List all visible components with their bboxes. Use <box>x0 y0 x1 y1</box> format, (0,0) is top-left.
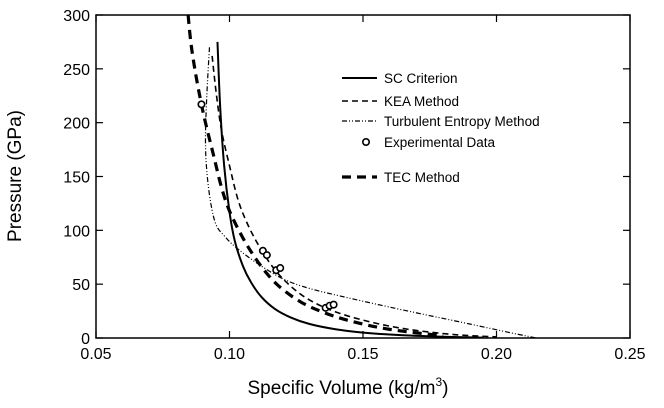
legend-label: Turbulent Entropy Method <box>384 114 540 129</box>
y-tick-label: 100 <box>63 223 90 240</box>
series-sc-criterion <box>216 41 484 338</box>
experimental-data-point <box>262 251 271 260</box>
legend-label: Experimental Data <box>384 135 496 150</box>
y-axis-title: Pressure (GPa) <box>5 110 26 242</box>
x-tick-label: 0.20 <box>481 346 512 363</box>
axis-tick-labels: 0.05 0.10 0.15 0.20 0.25 0 50 100 150 200 250 300 <box>63 8 645 363</box>
experimental-data-point <box>329 300 338 309</box>
series-tec-method <box>186 15 444 338</box>
series-kea-method <box>211 55 497 338</box>
x-tick-label: 0.15 <box>347 346 378 363</box>
x-axis-title: Specific Volume (kg/m3) <box>248 375 449 399</box>
y-tick-label: 0 <box>81 331 90 348</box>
y-tick-label: 300 <box>63 8 90 25</box>
y-tick-label: 50 <box>72 277 90 294</box>
legend-label: SC Criterion <box>384 71 458 86</box>
y-tick-label: 200 <box>63 116 90 133</box>
series-layer <box>186 15 537 338</box>
legend-label: KEA Method <box>384 94 459 109</box>
legend: SC Criterion KEA Method Turbulent Entropy … <box>342 71 540 185</box>
x-tick-label: 0.10 <box>214 346 245 363</box>
y-tick-label: 150 <box>63 170 90 187</box>
experimental-markers <box>197 100 338 312</box>
legend-marker <box>361 138 370 147</box>
experimental-data-point <box>197 100 206 109</box>
series-turbulent-entropy-method <box>204 47 537 338</box>
experimental-data-point <box>276 264 285 273</box>
y-tick-label: 250 <box>63 62 90 79</box>
x-tick-label: 0.25 <box>614 346 645 363</box>
x-tick-label: 0.05 <box>80 346 111 363</box>
axis-ticks <box>95 14 631 339</box>
legend-label: TEC Method <box>384 170 460 185</box>
